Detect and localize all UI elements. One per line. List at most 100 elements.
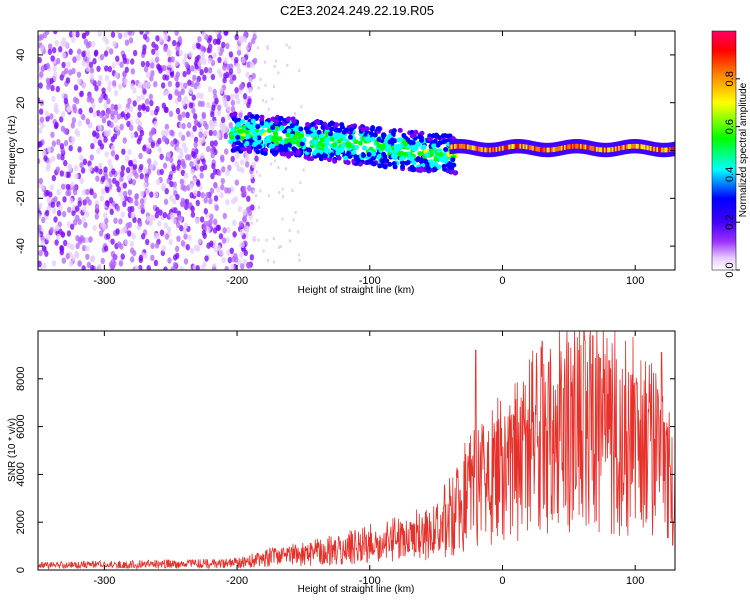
- spectrogram-cell: [221, 166, 226, 173]
- spectrogram-cell: [75, 235, 80, 242]
- spectrogram-cell: [130, 212, 135, 219]
- spectrogram-cell: [177, 114, 183, 122]
- spectrogram-cell: [618, 145, 621, 151]
- spectrogram-cell: [192, 74, 197, 82]
- spectrogram-cell: [235, 146, 241, 152]
- spectrogram-cell: [256, 46, 259, 50]
- spectrogram-cell: [193, 141, 198, 148]
- spectrogram-cell: [45, 115, 50, 122]
- spectrogram-cell: [41, 245, 47, 252]
- spectrogram-cell: [239, 251, 244, 259]
- snr-x-tick-label: 0: [499, 575, 505, 587]
- spectrogram-cell: [98, 162, 103, 170]
- spectrogram-cell: [153, 120, 158, 128]
- spectrogram-cell: [257, 206, 260, 210]
- spectrogram-cell: [323, 148, 329, 154]
- spectrogram-cell: [199, 118, 204, 125]
- spectrogram-cell: [202, 232, 207, 239]
- spectrogram-cell: [257, 86, 260, 90]
- spectrogram-cell: [179, 178, 184, 185]
- spectrogram-cell: [277, 116, 283, 122]
- spectrogram-cell: [220, 184, 225, 191]
- spectrogram-cell: [121, 148, 126, 155]
- spectrogram-cell: [92, 57, 97, 65]
- spectrogram-cell: [82, 206, 87, 213]
- spectrogram-cell: [222, 97, 227, 104]
- spectrogram-cell: [201, 158, 206, 165]
- spectrogram-cell: [45, 233, 50, 241]
- spectrogram-cell: [190, 65, 195, 72]
- spectrogram-cell: [462, 143, 465, 149]
- spectrogram-cell: [471, 145, 474, 151]
- spectrogram-cell: [199, 172, 204, 179]
- spectrogram-cell: [595, 146, 598, 152]
- spectrogram-cell: [55, 57, 61, 65]
- spectrogram-cell: [209, 187, 215, 195]
- spectrogram-cell: [629, 144, 632, 149]
- spectrogram-cell: [62, 196, 67, 203]
- spectrogram-cell: [431, 143, 437, 149]
- spectrogram-cell: [226, 187, 232, 194]
- spectrogram-cell: [451, 162, 457, 168]
- spectrogram-cell: [88, 165, 93, 172]
- spectrogram-cell: [656, 147, 659, 152]
- spectrogram-cell: [123, 78, 128, 85]
- colorbar-ticks: 0.0 0.2 0.4 0.6 0.8: [724, 71, 740, 278]
- spectrogram-cell: [179, 225, 184, 232]
- spectrogram-cell: [92, 224, 97, 232]
- spectrogram-cell: [104, 217, 109, 224]
- spectrogram-cell: [179, 200, 185, 208]
- spectrogram-cell: [242, 189, 247, 197]
- spectrogram-cell: [40, 183, 45, 191]
- spectrogram-cell: [109, 208, 114, 216]
- spectrogram-cell: [168, 93, 173, 101]
- spectrogram-cell: [169, 212, 175, 219]
- spectrogram-cell: [236, 98, 241, 105]
- spectrogram-cell: [38, 108, 44, 115]
- spectrogram-cell: [95, 175, 100, 182]
- spectrogram-cell: [256, 219, 259, 223]
- spectrogram-cell: [227, 164, 232, 172]
- spectrogram-cell: [202, 261, 207, 268]
- spectrogram-cell: [277, 71, 280, 75]
- spectrogram-cell: [149, 163, 154, 171]
- spectrogram-cell: [212, 218, 218, 225]
- spectrogram-cell: [134, 172, 139, 179]
- spectrogram-cell: [159, 153, 164, 160]
- spectrogram-cell: [125, 167, 131, 174]
- spectrogram-cell: [622, 144, 625, 150]
- spectrogram-cell: [92, 111, 97, 118]
- spectrogram-cell: [560, 145, 563, 151]
- spectrogram-cell: [556, 146, 559, 152]
- spectrogram-cell: [85, 65, 91, 72]
- spectrogram-cell: [104, 65, 109, 72]
- spectrogram-cell: [306, 155, 312, 161]
- spectrogram-cell: [53, 102, 59, 110]
- spectrogram-cell: [278, 143, 284, 149]
- spectrogram-cell: [492, 147, 495, 153]
- spectrogram-cell: [119, 61, 124, 68]
- spectrogram-cell: [187, 234, 192, 241]
- spectrogram-cell: [345, 160, 351, 166]
- spectrogram-cell: [38, 182, 41, 189]
- spectrogram-cell: [209, 147, 215, 154]
- spectrogram-cell: [250, 118, 256, 124]
- spectrogram-cell: [132, 158, 138, 165]
- spectrogram-cell: [108, 197, 114, 204]
- spectrogram-cell: [376, 153, 382, 159]
- spectrogram-cell: [89, 67, 95, 74]
- spectrogram-cell: [127, 221, 133, 229]
- spectrogram-cell: [149, 109, 155, 117]
- spectrogram-cell: [53, 31, 58, 35]
- spectrogram-cell: [416, 141, 422, 147]
- spectrogram-x-label: Height of straight line (km): [298, 285, 415, 296]
- spectrogram-cell: [139, 173, 144, 180]
- spectrogram-cell: [81, 113, 86, 121]
- spectrogram-cell: [541, 147, 544, 153]
- spectrogram-cell: [259, 120, 265, 126]
- colorbar-tick-label: 0.0: [724, 262, 736, 277]
- spectrogram-cell: [400, 164, 406, 170]
- spectrogram-cell: [220, 177, 226, 185]
- spectrogram-cell: [207, 57, 213, 64]
- spectrogram-cell: [294, 210, 297, 214]
